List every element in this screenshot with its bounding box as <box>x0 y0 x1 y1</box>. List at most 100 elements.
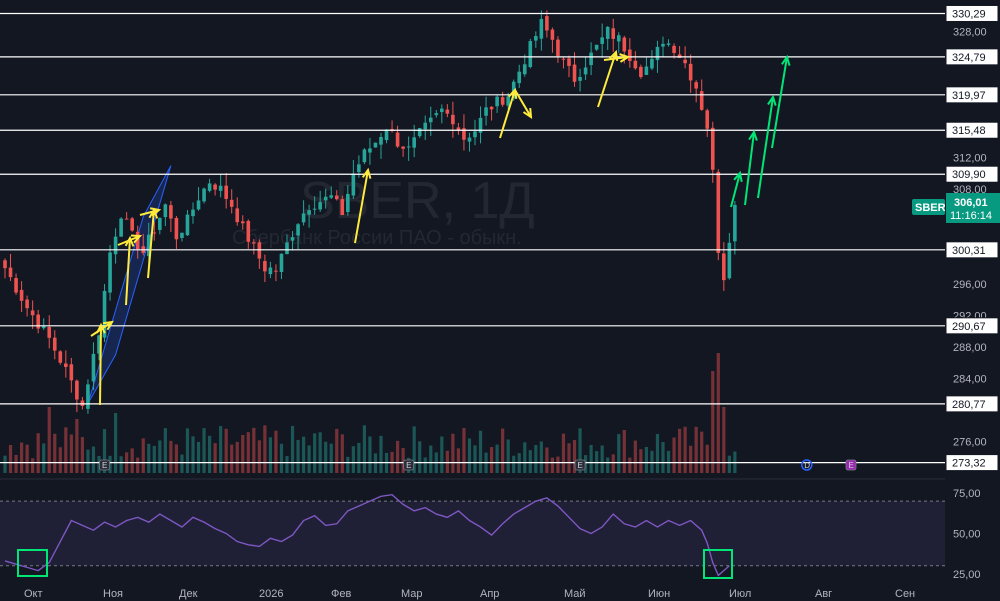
candle-body <box>14 278 18 293</box>
volume-bar <box>539 441 543 473</box>
level-label: 324,79 <box>952 52 986 64</box>
volume-bar <box>606 457 610 473</box>
candle-body <box>301 213 306 223</box>
arrow-shaft <box>730 172 741 208</box>
volume-bar <box>633 440 637 473</box>
volume-bar <box>108 455 112 473</box>
level-label: 300,31 <box>952 245 986 257</box>
rsi-band <box>0 501 945 566</box>
volume-bar <box>351 446 355 473</box>
arrow-shaft <box>744 131 755 206</box>
volume-bar <box>185 428 190 473</box>
event-marker-label: D <box>804 461 810 470</box>
volume-bar <box>412 426 416 473</box>
volume-bar <box>689 445 693 473</box>
volume-bar <box>716 353 720 473</box>
candle-body <box>650 58 654 69</box>
volume-bar <box>661 442 665 473</box>
candle-body <box>456 127 461 131</box>
dividend-marker[interactable] <box>801 459 813 471</box>
arrow-shaft <box>139 209 160 216</box>
volume-bar <box>147 443 151 473</box>
level-label-box <box>945 395 999 413</box>
time-tick-label: Дек <box>179 588 198 600</box>
volume-bar <box>340 434 344 473</box>
volume-bar <box>268 437 273 473</box>
candle-body <box>152 232 157 234</box>
candle-body <box>218 185 223 191</box>
time-axis[interactable]: Окт Ноя Дек 2026 Фев Мар Апр Май Июн Июл Авг Сен <box>24 588 915 600</box>
last-price-tag: SBER 306,01 11:16:14 <box>912 193 1000 223</box>
last-price-symbol: SBER <box>915 202 946 214</box>
level-label: 319,97 <box>952 90 986 102</box>
volume-bar <box>207 435 212 473</box>
time-tick-label: Окт <box>24 588 43 600</box>
volume-bar <box>279 443 284 473</box>
volume-bar <box>80 437 85 473</box>
candle-body <box>362 149 367 163</box>
volume-bar <box>47 407 51 473</box>
candle-body <box>86 384 90 409</box>
volume-bar <box>318 432 322 473</box>
earnings-marker[interactable] <box>403 459 415 471</box>
event-marker-label: E <box>102 461 107 470</box>
candle-body <box>41 326 46 329</box>
candle-body <box>312 208 317 210</box>
arrow-head <box>149 207 162 217</box>
volume-bar <box>119 456 123 473</box>
candle-body <box>235 208 240 223</box>
volume-bar <box>727 455 731 473</box>
rsi-tick-label: 25,00 <box>953 569 981 581</box>
time-tick-label: Апр <box>480 588 499 600</box>
candle-body <box>561 58 566 60</box>
volume-bar <box>478 430 483 473</box>
volume-bar <box>158 440 162 473</box>
volume-bar <box>523 442 527 473</box>
candle-body <box>611 28 616 39</box>
candle-body <box>285 242 289 255</box>
candle-body <box>733 204 737 242</box>
volume-bar <box>550 457 555 473</box>
arrow-head <box>748 129 758 141</box>
candle-body <box>113 236 118 255</box>
arrow-head <box>522 107 533 119</box>
candle-body <box>135 231 140 250</box>
volume-bar <box>235 441 239 473</box>
candle-body <box>146 234 151 257</box>
rsi-axis[interactable]: 75,00 50,00 25,00 <box>953 488 981 581</box>
candle-body <box>506 96 510 106</box>
earnings-marker[interactable] <box>574 459 586 471</box>
volume-bar <box>257 440 261 473</box>
level-label-box <box>945 86 999 104</box>
candle-body <box>340 199 345 216</box>
candle-body <box>47 327 52 338</box>
candle-body <box>207 183 212 191</box>
candle-body <box>401 146 405 149</box>
candle-body <box>334 195 339 200</box>
volume-bar <box>401 448 405 473</box>
horizontal-levels[interactable]: 330,29 324,79 319,97 315,48 309,90 300,31 290,… <box>0 4 999 472</box>
arrow-head <box>130 234 143 244</box>
volume-bar <box>583 455 588 473</box>
candle-body <box>644 66 649 75</box>
candle-body <box>589 52 593 66</box>
volume-bar <box>578 428 582 473</box>
earnings-marker[interactable] <box>99 459 110 471</box>
event-marker-label: E <box>578 461 583 470</box>
last-price-value: 306,01 <box>954 197 988 209</box>
candle-body <box>423 122 428 130</box>
volume-bar <box>313 433 317 473</box>
arrow-shaft <box>125 237 131 306</box>
volume-bar <box>473 445 477 473</box>
volume-bar <box>395 440 400 473</box>
candle-body <box>97 335 101 354</box>
volume-bar <box>42 443 46 473</box>
candle-body <box>428 117 433 123</box>
candle-body <box>445 109 450 114</box>
candle-body <box>489 106 494 110</box>
rsi-tick-label: 50,00 <box>953 528 981 540</box>
volume-bar <box>324 441 328 473</box>
earnings-marker[interactable] <box>845 459 857 471</box>
